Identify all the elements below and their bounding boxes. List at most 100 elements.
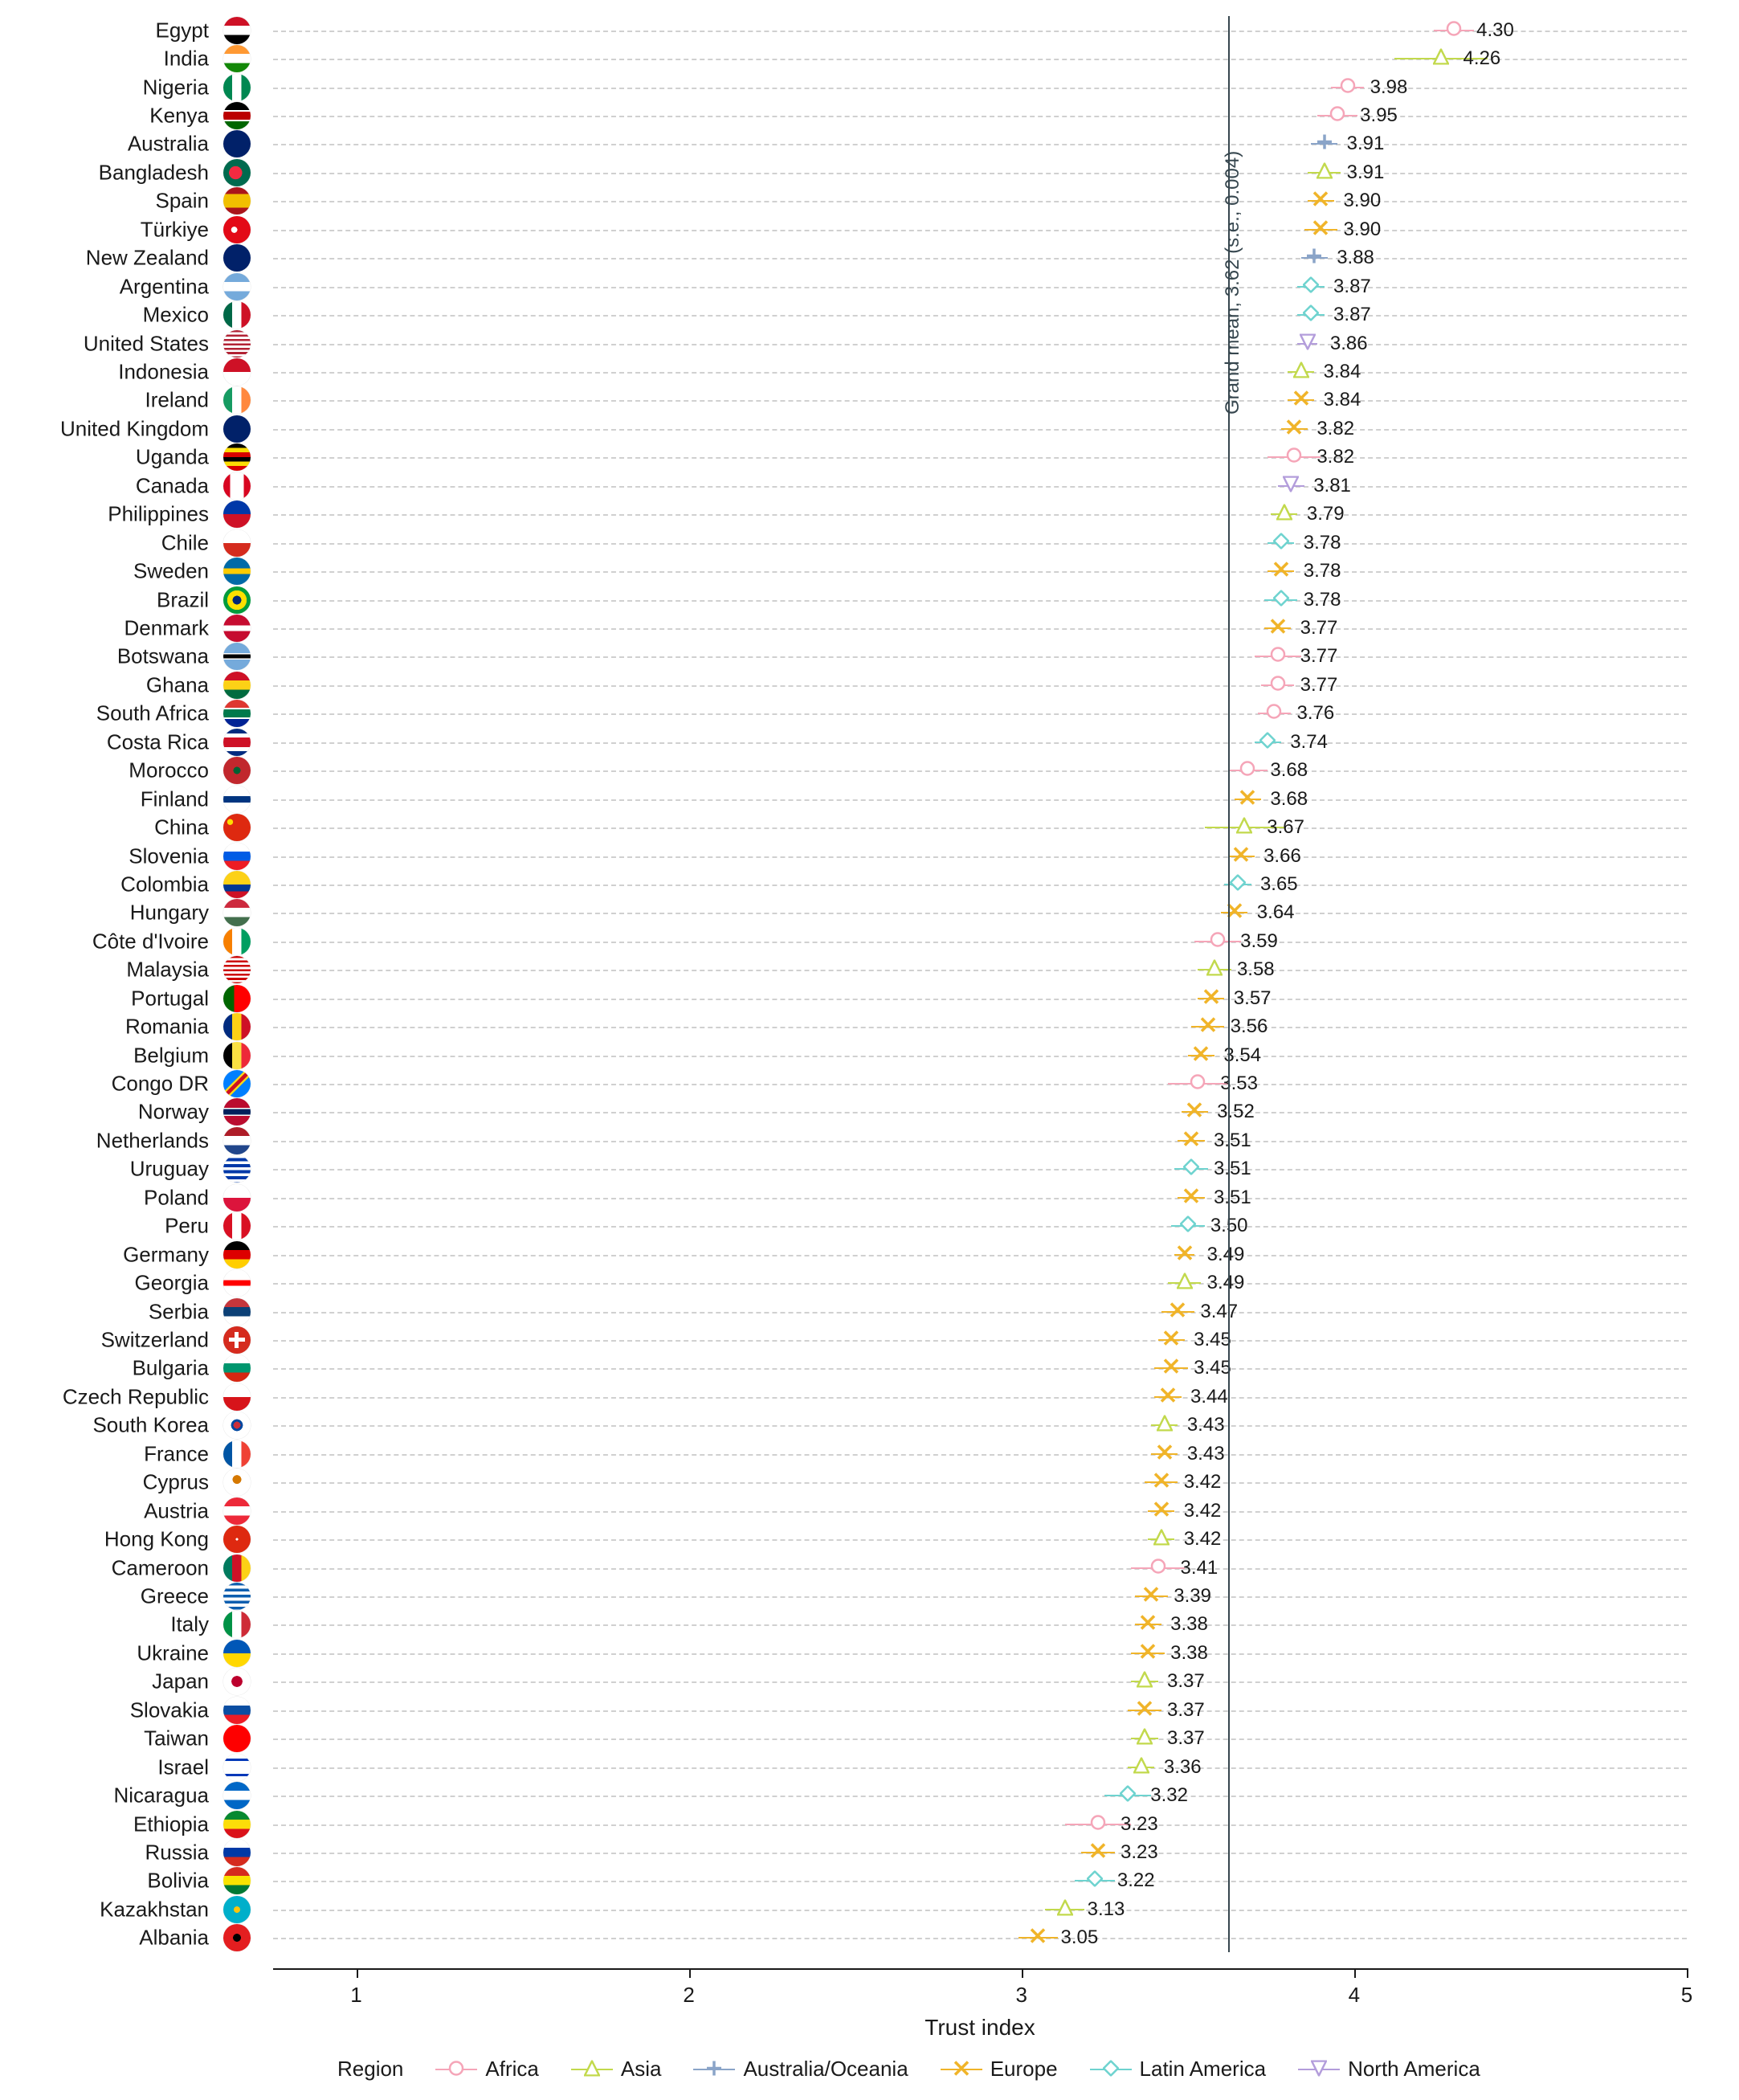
data-row: 3.44 bbox=[273, 1383, 1687, 1411]
x-tick bbox=[357, 1968, 358, 1978]
country-flag-icon bbox=[223, 386, 251, 414]
value-label: 3.90 bbox=[1343, 219, 1381, 241]
data-marker bbox=[1300, 333, 1316, 353]
gridline bbox=[273, 543, 1687, 545]
gridline bbox=[273, 1226, 1687, 1228]
gridline bbox=[273, 1340, 1687, 1342]
data-row: 3.37 bbox=[273, 1724, 1687, 1752]
legend-marker-icon bbox=[571, 2060, 613, 2079]
country-flag-icon bbox=[223, 330, 251, 357]
country-flag-icon bbox=[223, 956, 251, 983]
gridline bbox=[273, 1084, 1687, 1085]
country-label: United Kingdom bbox=[60, 416, 209, 441]
value-label: 3.77 bbox=[1300, 674, 1338, 697]
data-row: 3.90 bbox=[273, 187, 1687, 215]
legend-label: North America bbox=[1348, 2057, 1480, 2082]
country-flag-icon bbox=[223, 415, 251, 443]
country-label: South Africa bbox=[96, 701, 209, 726]
data-row: 3.47 bbox=[273, 1297, 1687, 1326]
country-label: Israel bbox=[157, 1755, 209, 1779]
data-row: 3.43 bbox=[273, 1440, 1687, 1468]
country-flag-icon bbox=[223, 1924, 251, 1951]
data-marker bbox=[1057, 1899, 1073, 1919]
value-label: 3.37 bbox=[1167, 1670, 1205, 1693]
value-label: 4.30 bbox=[1476, 19, 1514, 42]
country-label: India bbox=[164, 47, 209, 71]
country-label: Kenya bbox=[149, 104, 209, 129]
data-row: 3.78 bbox=[273, 557, 1687, 585]
gridline bbox=[273, 1824, 1687, 1826]
value-label: 3.38 bbox=[1170, 1642, 1208, 1665]
value-label: 3.74 bbox=[1290, 731, 1328, 754]
country-flag-icon bbox=[223, 529, 251, 557]
country-label: Kazakhstan bbox=[100, 1897, 209, 1922]
x-axis-line bbox=[273, 1968, 1687, 1970]
country-flag-icon bbox=[223, 1668, 251, 1695]
data-row: 3.87 bbox=[273, 300, 1687, 329]
data-marker bbox=[1143, 1586, 1159, 1606]
gridline bbox=[273, 1539, 1687, 1541]
data-marker bbox=[1193, 1045, 1209, 1065]
country-flag-icon bbox=[223, 1412, 251, 1439]
legend-item: Australia/Oceania bbox=[693, 2057, 908, 2082]
country-flag-icon bbox=[223, 1640, 251, 1667]
country-label: Greece bbox=[141, 1583, 209, 1608]
gridline bbox=[273, 88, 1687, 89]
country-label: Brazil bbox=[157, 587, 209, 612]
country-flag-icon bbox=[223, 757, 251, 784]
gridline bbox=[273, 1368, 1687, 1370]
data-marker bbox=[1157, 1416, 1173, 1436]
data-row: 3.57 bbox=[273, 984, 1687, 1012]
gridline bbox=[273, 742, 1687, 744]
country-flag-icon bbox=[223, 1725, 251, 1752]
country-flag-icon bbox=[223, 130, 251, 157]
value-label: 3.66 bbox=[1263, 845, 1301, 868]
data-row: 3.13 bbox=[273, 1895, 1687, 1923]
data-marker bbox=[1190, 1074, 1206, 1094]
value-label: 3.58 bbox=[1237, 958, 1275, 981]
x-tick-label: 2 bbox=[683, 1983, 694, 2008]
x-tick bbox=[1687, 1968, 1688, 1978]
data-marker bbox=[1133, 1757, 1149, 1777]
data-marker bbox=[1183, 1130, 1199, 1150]
gridline bbox=[273, 258, 1687, 259]
country-label: Ethiopia bbox=[133, 1812, 209, 1836]
country-flag-icon bbox=[223, 443, 251, 471]
country-flag-icon bbox=[223, 672, 251, 699]
country-label: Sweden bbox=[133, 559, 209, 584]
value-label: 3.67 bbox=[1267, 816, 1304, 839]
data-row: 3.74 bbox=[273, 728, 1687, 756]
country-label: Cyprus bbox=[143, 1470, 209, 1495]
country-label: Ireland bbox=[145, 388, 210, 413]
value-label: 3.47 bbox=[1200, 1301, 1238, 1323]
data-marker bbox=[1316, 134, 1333, 154]
data-row: 3.98 bbox=[273, 73, 1687, 101]
value-label: 3.41 bbox=[1181, 1557, 1219, 1579]
data-row: 3.91 bbox=[273, 130, 1687, 158]
data-marker bbox=[1259, 732, 1276, 752]
gridline bbox=[273, 201, 1687, 202]
data-row: 3.36 bbox=[273, 1753, 1687, 1781]
country-label: Norway bbox=[138, 1100, 209, 1125]
value-label: 3.95 bbox=[1360, 104, 1398, 127]
country-flag-icon bbox=[223, 1583, 251, 1610]
country-label: Ghana bbox=[146, 672, 209, 697]
data-row: 3.39 bbox=[273, 1582, 1687, 1610]
data-marker bbox=[1170, 1301, 1186, 1322]
value-label: 3.76 bbox=[1296, 702, 1334, 725]
gridline bbox=[273, 1397, 1687, 1399]
data-marker bbox=[1303, 305, 1319, 325]
value-label: 3.45 bbox=[1194, 1357, 1231, 1379]
value-label: 3.51 bbox=[1214, 1130, 1251, 1152]
value-label: 3.78 bbox=[1304, 589, 1341, 611]
gridline bbox=[273, 1938, 1687, 1939]
value-label: 3.36 bbox=[1164, 1756, 1202, 1779]
value-label: 3.98 bbox=[1370, 76, 1408, 99]
gridline bbox=[273, 1796, 1687, 1797]
country-label: Czech Republic bbox=[63, 1384, 209, 1409]
gridline bbox=[273, 1853, 1687, 1854]
value-label: 3.43 bbox=[1187, 1414, 1225, 1436]
country-label: Slovenia bbox=[129, 844, 209, 868]
legend-marker-icon bbox=[1298, 2060, 1340, 2079]
gridline bbox=[273, 799, 1687, 801]
